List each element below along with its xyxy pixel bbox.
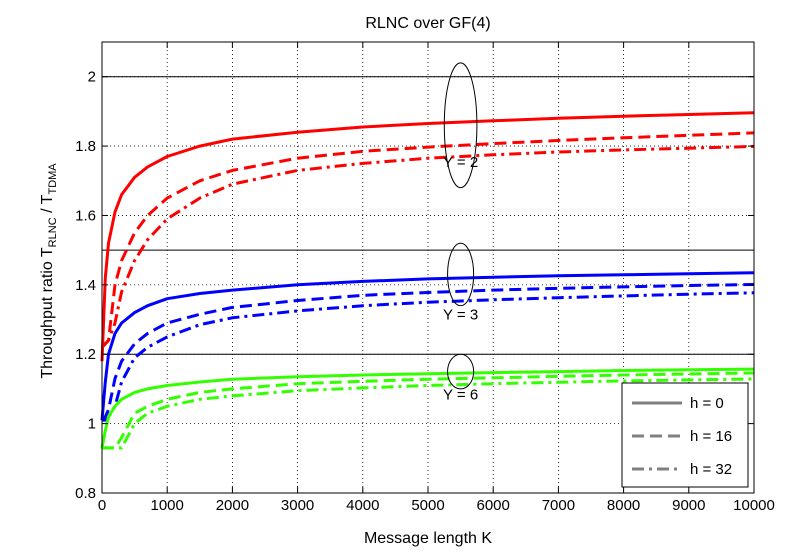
y-tick-label: 2 <box>88 69 96 86</box>
group-ellipse <box>447 353 475 390</box>
x-tick-label: 8000 <box>607 497 640 514</box>
series-line <box>100 367 755 449</box>
y-axis-label-sub1: RLNC <box>47 217 59 247</box>
group-annotation: Y = 6 <box>443 386 478 403</box>
group-annotation: Y = 2 <box>443 154 478 171</box>
x-tick-label: 4000 <box>346 497 379 514</box>
y-tick-label: 1.6 <box>75 207 96 224</box>
y-tick-label: 1.2 <box>75 346 96 363</box>
x-tick-label: 9000 <box>672 497 705 514</box>
x-tick-label: 7000 <box>542 497 575 514</box>
x-tick-label: 1000 <box>151 497 184 514</box>
group-ellipse <box>443 62 478 189</box>
x-tick-label: 5000 <box>411 497 444 514</box>
y-axis-label: Throughput ratio TRLNC / TTDMA <box>39 163 59 379</box>
y-axis-label-sub2: TDMA <box>47 163 59 195</box>
x-axis-label: Message length K <box>364 530 492 547</box>
legend-label: h = 0 <box>690 395 724 412</box>
y-tick-label: 0.8 <box>75 485 96 502</box>
series-line <box>102 377 755 450</box>
series-line <box>100 131 755 349</box>
series-line <box>100 283 755 422</box>
y-axis-label-mid: / T <box>39 194 56 217</box>
legend-label: h = 32 <box>690 461 732 478</box>
y-tick-label: 1.4 <box>75 277 96 294</box>
x-tick-label: 10000 <box>733 497 775 514</box>
x-tick-label: 0 <box>98 497 106 514</box>
series-line <box>100 271 755 421</box>
y-tick-label: 1 <box>88 416 96 433</box>
legend-label: h = 16 <box>690 428 732 445</box>
group-annotation: Y = 3 <box>443 307 478 324</box>
y-axis-label-main: Throughput ratio T <box>39 247 56 379</box>
x-tick-label: 3000 <box>281 497 314 514</box>
series-line <box>100 144 755 349</box>
chart-title: RLNC over GF(4) <box>365 15 490 32</box>
series-line <box>100 111 755 362</box>
x-tick-label: 2000 <box>216 497 249 514</box>
group-ellipse <box>447 242 475 307</box>
x-tick-label: 6000 <box>477 497 510 514</box>
y-tick-label: 1.8 <box>75 138 96 155</box>
